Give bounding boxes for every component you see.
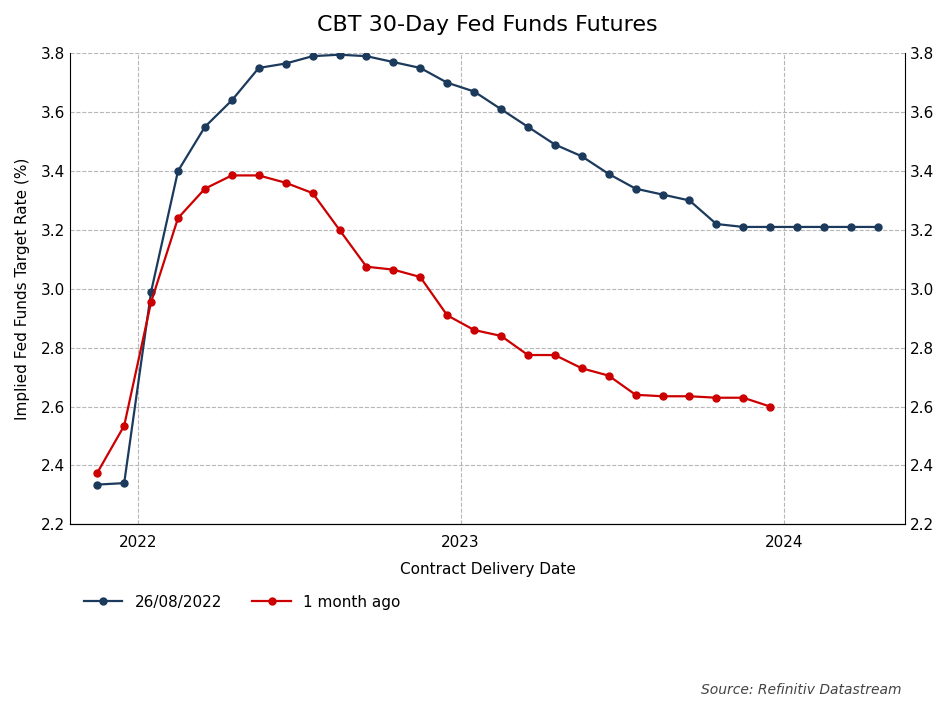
Legend: 26/08/2022, 1 month ago: 26/08/2022, 1 month ago	[78, 589, 406, 616]
X-axis label: Contract Delivery Date: Contract Delivery Date	[400, 562, 575, 577]
Y-axis label: Implied Fed Funds Target Rate (%): Implied Fed Funds Target Rate (%)	[15, 158, 30, 420]
Title: CBT 30-Day Fed Funds Futures: CBT 30-Day Fed Funds Futures	[317, 15, 658, 35]
Text: Source: Refinitiv Datastream: Source: Refinitiv Datastream	[701, 683, 902, 697]
